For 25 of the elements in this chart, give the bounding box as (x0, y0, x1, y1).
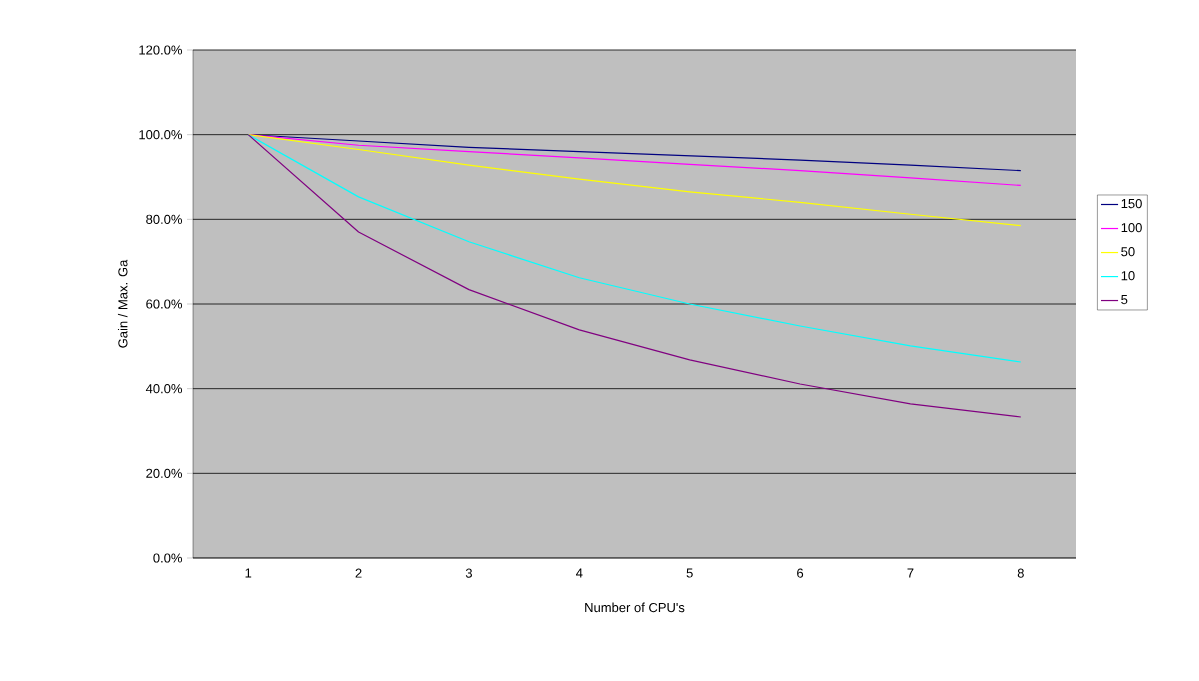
y-tick-label: 20.0% (146, 468, 183, 478)
legend-label: 150 (1121, 198, 1142, 209)
line-series (247, 134, 1022, 363)
legend-label: 5 (1121, 295, 1128, 305)
x-tick-label: 8 (1017, 568, 1024, 578)
legend-label: 10 (1121, 271, 1135, 281)
x-axis-title: Number of CPU's (585, 602, 685, 613)
x-tick-label: 6 (797, 568, 804, 578)
x-tick-label: 1 (245, 568, 252, 578)
x-tick-label: 2 (355, 568, 362, 578)
y-tick-label: 100.0% (139, 130, 183, 140)
y-axis-title: Gain / Max. Ga (117, 259, 128, 348)
legend-label: 100 (1121, 223, 1142, 233)
legend-label: 50 (1121, 247, 1135, 257)
x-tick-label: 5 (686, 568, 693, 578)
line-series (247, 134, 1022, 418)
line-series (247, 134, 1022, 227)
x-tick-label: 3 (465, 568, 472, 578)
x-tick-label: 7 (907, 568, 914, 578)
y-tick-label: 80.0% (146, 214, 183, 224)
y-tick-label: 120.0% (139, 45, 183, 55)
y-tick-label: 0.0% (153, 553, 183, 563)
x-tick-label: 4 (576, 568, 583, 578)
y-tick-label: 60.0% (146, 299, 183, 309)
y-tick-label: 40.0% (145, 384, 183, 394)
